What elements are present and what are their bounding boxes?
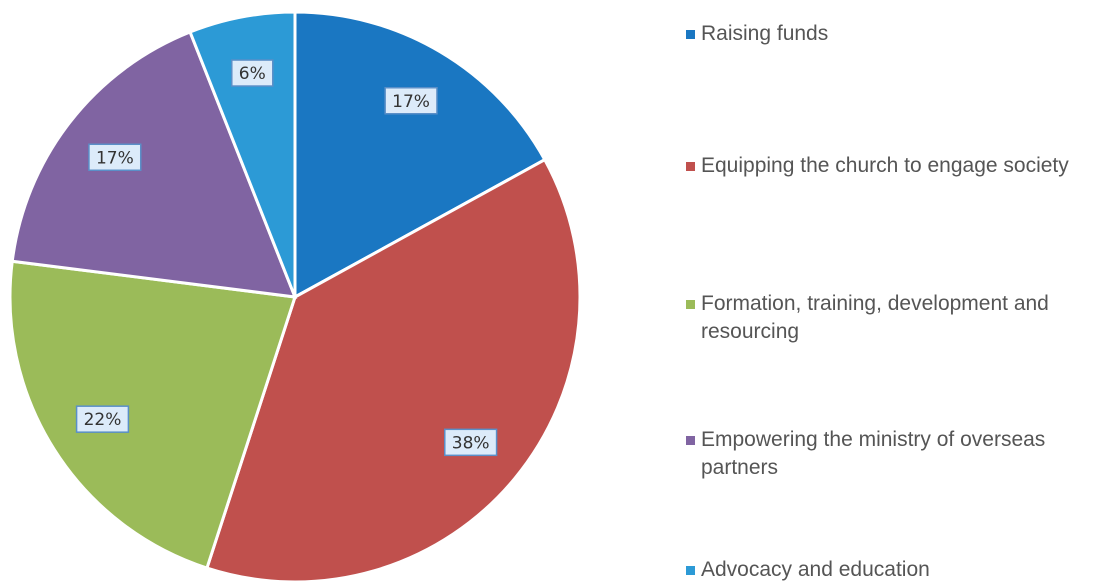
- data-label-text: 38%: [452, 433, 490, 453]
- data-label: 38%: [444, 428, 498, 457]
- pie-slice: [10, 30, 298, 299]
- legend-item: Raising funds: [686, 20, 1113, 48]
- data-label-box: [384, 87, 438, 115]
- data-label: 6%: [231, 59, 274, 87]
- legend-swatch: [686, 566, 695, 575]
- legend-item: Formation, training, development and res…: [686, 290, 1113, 346]
- legend-item: Empowering the ministry of overseas part…: [686, 426, 1113, 482]
- legend-label: Raising funds: [701, 22, 829, 45]
- pie-slice: [293, 10, 547, 300]
- pie-chart: 17% 38% 22% 17% 6%: [8, 10, 582, 582]
- legend-item: Equipping the church to engage society: [686, 152, 1113, 180]
- legend-label: Equipping the church to engage society: [701, 154, 1069, 177]
- legend-item: Advocacy and education: [686, 556, 1113, 584]
- legend-swatch: [686, 162, 695, 171]
- legend-swatch: [686, 30, 695, 39]
- data-label: 22%: [75, 405, 130, 433]
- legend-swatch: [686, 436, 695, 445]
- data-label: 17%: [384, 87, 438, 115]
- legend-swatch: [686, 300, 695, 309]
- data-label-text: 6%: [239, 64, 266, 84]
- data-label-box: [231, 59, 274, 87]
- data-label-text: 22%: [84, 410, 122, 430]
- data-label: 17%: [88, 143, 142, 172]
- data-label-text: 17%: [392, 92, 430, 112]
- data-label-box: [88, 143, 142, 172]
- legend-label: Formation, training, development and res…: [701, 292, 1049, 343]
- data-label-box: [75, 405, 130, 433]
- data-label-box: [444, 428, 498, 457]
- data-label-text: 17%: [96, 148, 134, 168]
- legend-label: Advocacy and education: [701, 558, 930, 581]
- legend-label: Empowering the ministry of overseas part…: [701, 428, 1046, 479]
- pie-slice: [8, 259, 297, 570]
